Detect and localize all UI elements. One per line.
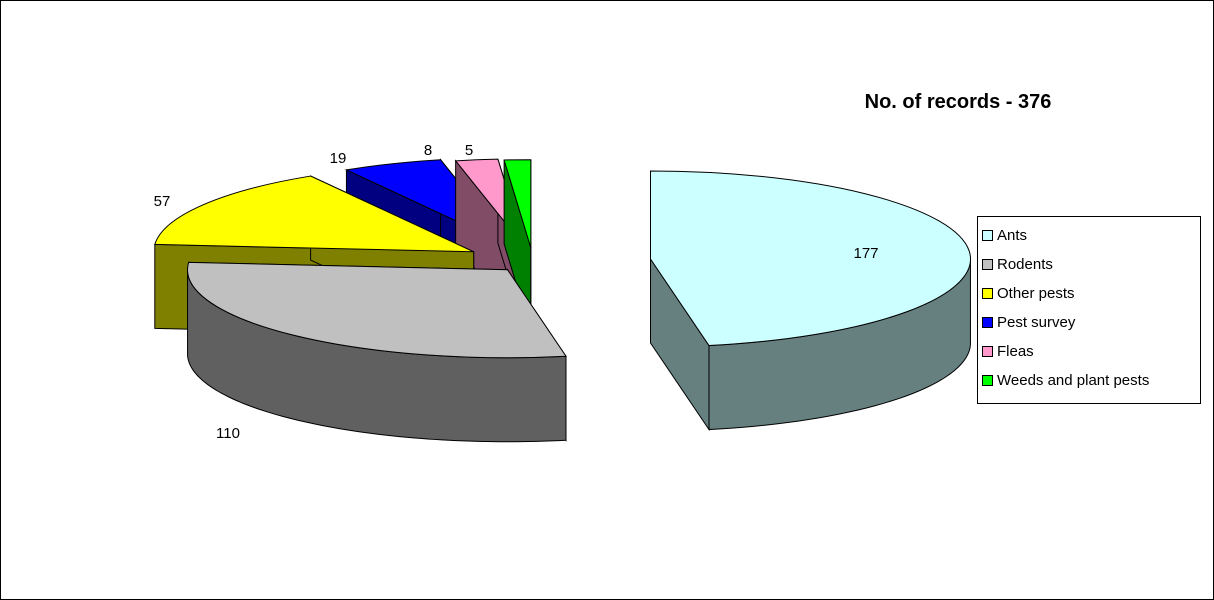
slice-top <box>650 170 971 347</box>
legend-label: Other pests <box>997 284 1075 302</box>
legend-swatch <box>982 229 993 241</box>
legend-label: Weeds and plant pests <box>997 371 1150 389</box>
legend-item-other-pests: Other pests <box>982 283 1075 303</box>
legend-swatch <box>982 258 993 270</box>
data-label-fleas: 8 <box>424 142 432 159</box>
slice-top <box>503 159 532 248</box>
data-label-rodents: 110 <box>216 425 240 442</box>
legend-item-ants: Ants <box>982 225 1027 245</box>
legend-label: Fleas <box>997 342 1034 360</box>
legend: Ants Rodents Other pests Pest survey Fleas We… <box>977 216 1201 404</box>
legend-swatch <box>982 345 993 357</box>
pie-slice-rodents <box>187 261 567 443</box>
slice-top <box>187 261 567 359</box>
legend-item-pest-survey: Pest survey <box>982 312 1075 332</box>
data-label-ants: 177 <box>853 245 878 262</box>
data-label-pest-survey: 19 <box>330 150 347 167</box>
legend-label: Ants <box>997 226 1028 244</box>
legend-swatch <box>982 374 993 386</box>
pie-slices <box>154 158 971 443</box>
legend-swatch <box>982 316 993 328</box>
data-label-weeds-and-plant-pests: 5 <box>465 142 473 159</box>
legend-label: Rodents <box>997 255 1053 273</box>
legend-item-rodents: Rodents <box>982 254 1053 274</box>
slice-top <box>154 175 474 253</box>
pie-slice-ants <box>650 170 971 432</box>
data-label-other-pests: 57 <box>154 193 171 210</box>
legend-swatch <box>982 287 993 299</box>
legend-item-fleas: Fleas <box>982 341 1034 361</box>
legend-item-weeds-and-plant-pests: Weeds and plant pests <box>982 370 1149 390</box>
data-labels: 177 110 57 19 8 5 <box>154 142 879 442</box>
chart-title: No. of records - 376 <box>865 91 1052 113</box>
legend-label: Pest survey <box>997 313 1076 331</box>
